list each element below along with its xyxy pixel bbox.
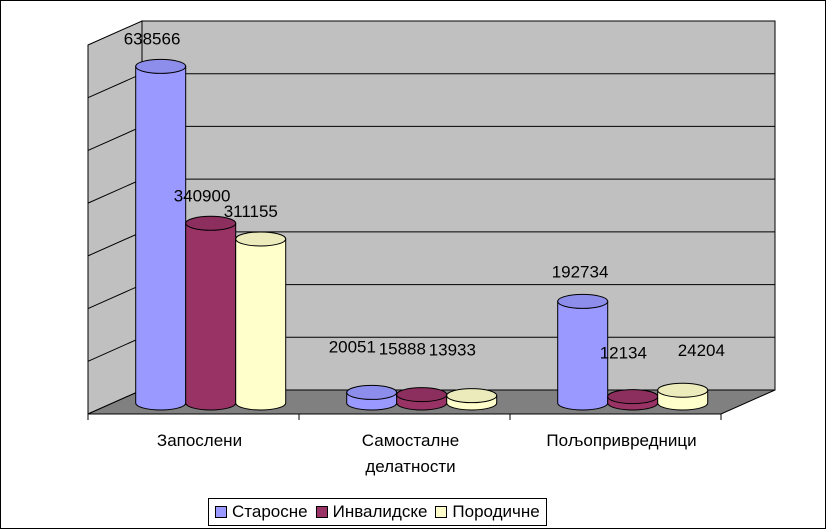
legend-label: Породичне — [452, 502, 540, 521]
bar — [235, 238, 287, 411]
bar-top — [135, 58, 187, 74]
category-label: Пољопривредници — [546, 431, 696, 450]
bar-top — [235, 231, 287, 247]
bar — [557, 300, 609, 411]
legend-swatch — [315, 506, 328, 518]
data-label: 15888 — [379, 340, 426, 359]
data-label: 13933 — [429, 341, 476, 360]
bar-top — [185, 215, 237, 231]
legend-item: Породичне — [435, 502, 540, 522]
data-label: 340900 — [174, 186, 231, 205]
legend-item: Старосне — [215, 502, 308, 522]
category-label: Запослени — [157, 431, 242, 450]
data-label: 192734 — [552, 262, 609, 281]
legend-label: Старосне — [232, 502, 308, 521]
bar — [135, 65, 187, 411]
bar-top — [607, 389, 659, 405]
bar — [185, 222, 237, 411]
legend-item: Инвалидске — [315, 502, 428, 522]
data-label: 20051 — [329, 337, 376, 356]
bar-top — [346, 384, 398, 400]
data-label: 12134 — [600, 344, 647, 363]
category-label: делатности — [365, 457, 455, 476]
data-label: 24204 — [678, 341, 725, 360]
bar-top — [657, 382, 709, 398]
chart-legend: Старосне Инвалидске Породичне — [208, 498, 547, 526]
bar-top — [396, 387, 448, 403]
category-label: Самосталне — [362, 431, 459, 450]
legend-swatch — [215, 506, 227, 518]
bar-top — [557, 293, 609, 309]
legend-swatch — [435, 506, 448, 518]
legend-label: Инвалидске — [332, 502, 428, 521]
data-label: 638566 — [124, 29, 181, 48]
side-wall — [87, 20, 143, 415]
data-label: 311155 — [224, 202, 278, 221]
bar-top — [446, 388, 498, 404]
